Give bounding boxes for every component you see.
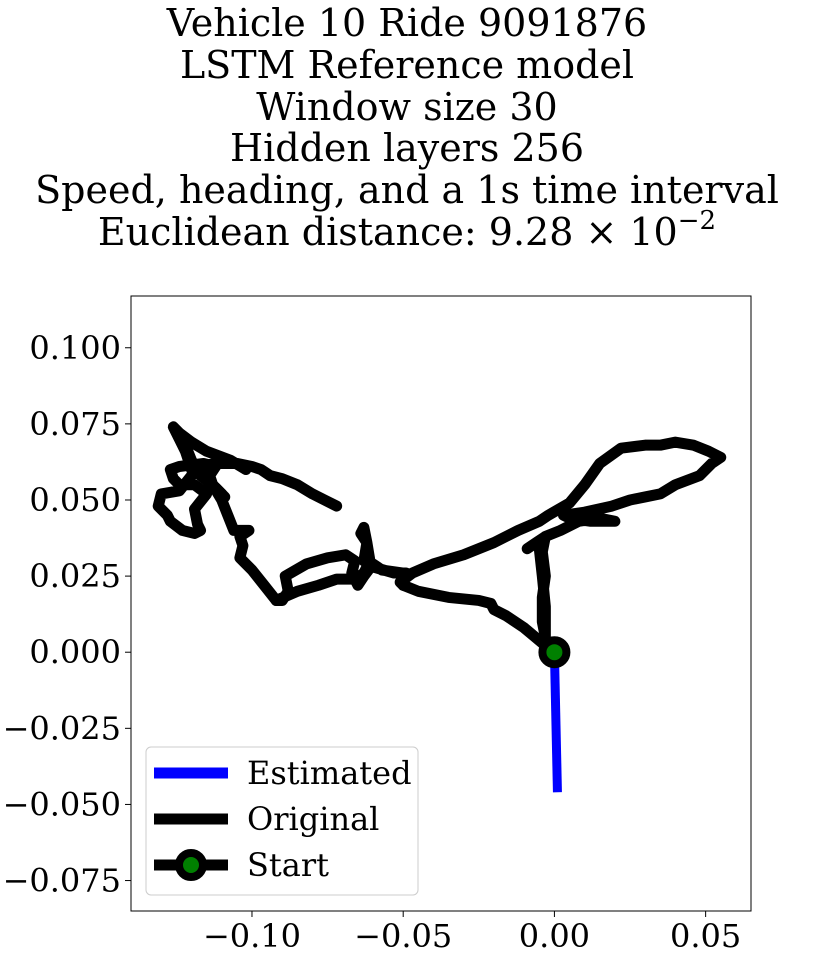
y-tick-label: 0.000 — [29, 633, 121, 671]
start-marker — [538, 636, 571, 669]
legend-label-estimated: Estimated — [247, 754, 412, 792]
title-distance-exponent: −2 — [678, 206, 716, 236]
legend-box — [145, 746, 419, 896]
x-tick-label: 0.00 — [519, 917, 590, 955]
y-tick-label: −0.025 — [3, 709, 121, 747]
y-tick-label: 0.100 — [29, 329, 121, 367]
series-layer — [152, 421, 727, 793]
title-line-4: Hidden layers 256 — [230, 126, 584, 170]
y-tick-label: −0.050 — [3, 785, 121, 823]
y-tick-label: −0.075 — [3, 862, 121, 900]
y-tick-label: 0.050 — [29, 481, 121, 519]
y-tick-label: 0.025 — [29, 557, 121, 595]
title-distance: Euclidean distance: 9.28 × 10−2 — [98, 206, 716, 254]
legend-label-start: Start — [247, 846, 329, 884]
legend: Estimated Original Start — [145, 746, 419, 896]
legend-label-original: Original — [247, 800, 379, 838]
x-tick-label: 0.05 — [670, 917, 741, 955]
title-line-5: Speed, heading, and a 1s time interval — [35, 168, 779, 212]
series-estimated-line — [549, 652, 562, 793]
legend-start-marker — [175, 849, 207, 881]
axes-layer: −0.10 −0.05 0.00 0.05 0.100 0.075 0.050 0.025 0.… — [3, 329, 742, 955]
series-original-line-3 — [152, 457, 343, 606]
title-line-3: Window size 30 — [256, 85, 557, 129]
x-tick-label: −0.10 — [203, 917, 301, 955]
y-tick-label: 0.075 — [29, 405, 121, 443]
title-distance-value: Euclidean distance: 9.28 × 10 — [98, 210, 678, 254]
series-original-line-2 — [270, 521, 412, 606]
title-line-2: LSTM Reference model — [180, 43, 634, 87]
series-original-line-6 — [173, 430, 231, 503]
title-line-1: Vehicle 10 Ride 9091876 — [166, 1, 647, 45]
x-tick-label: −0.05 — [354, 917, 452, 955]
